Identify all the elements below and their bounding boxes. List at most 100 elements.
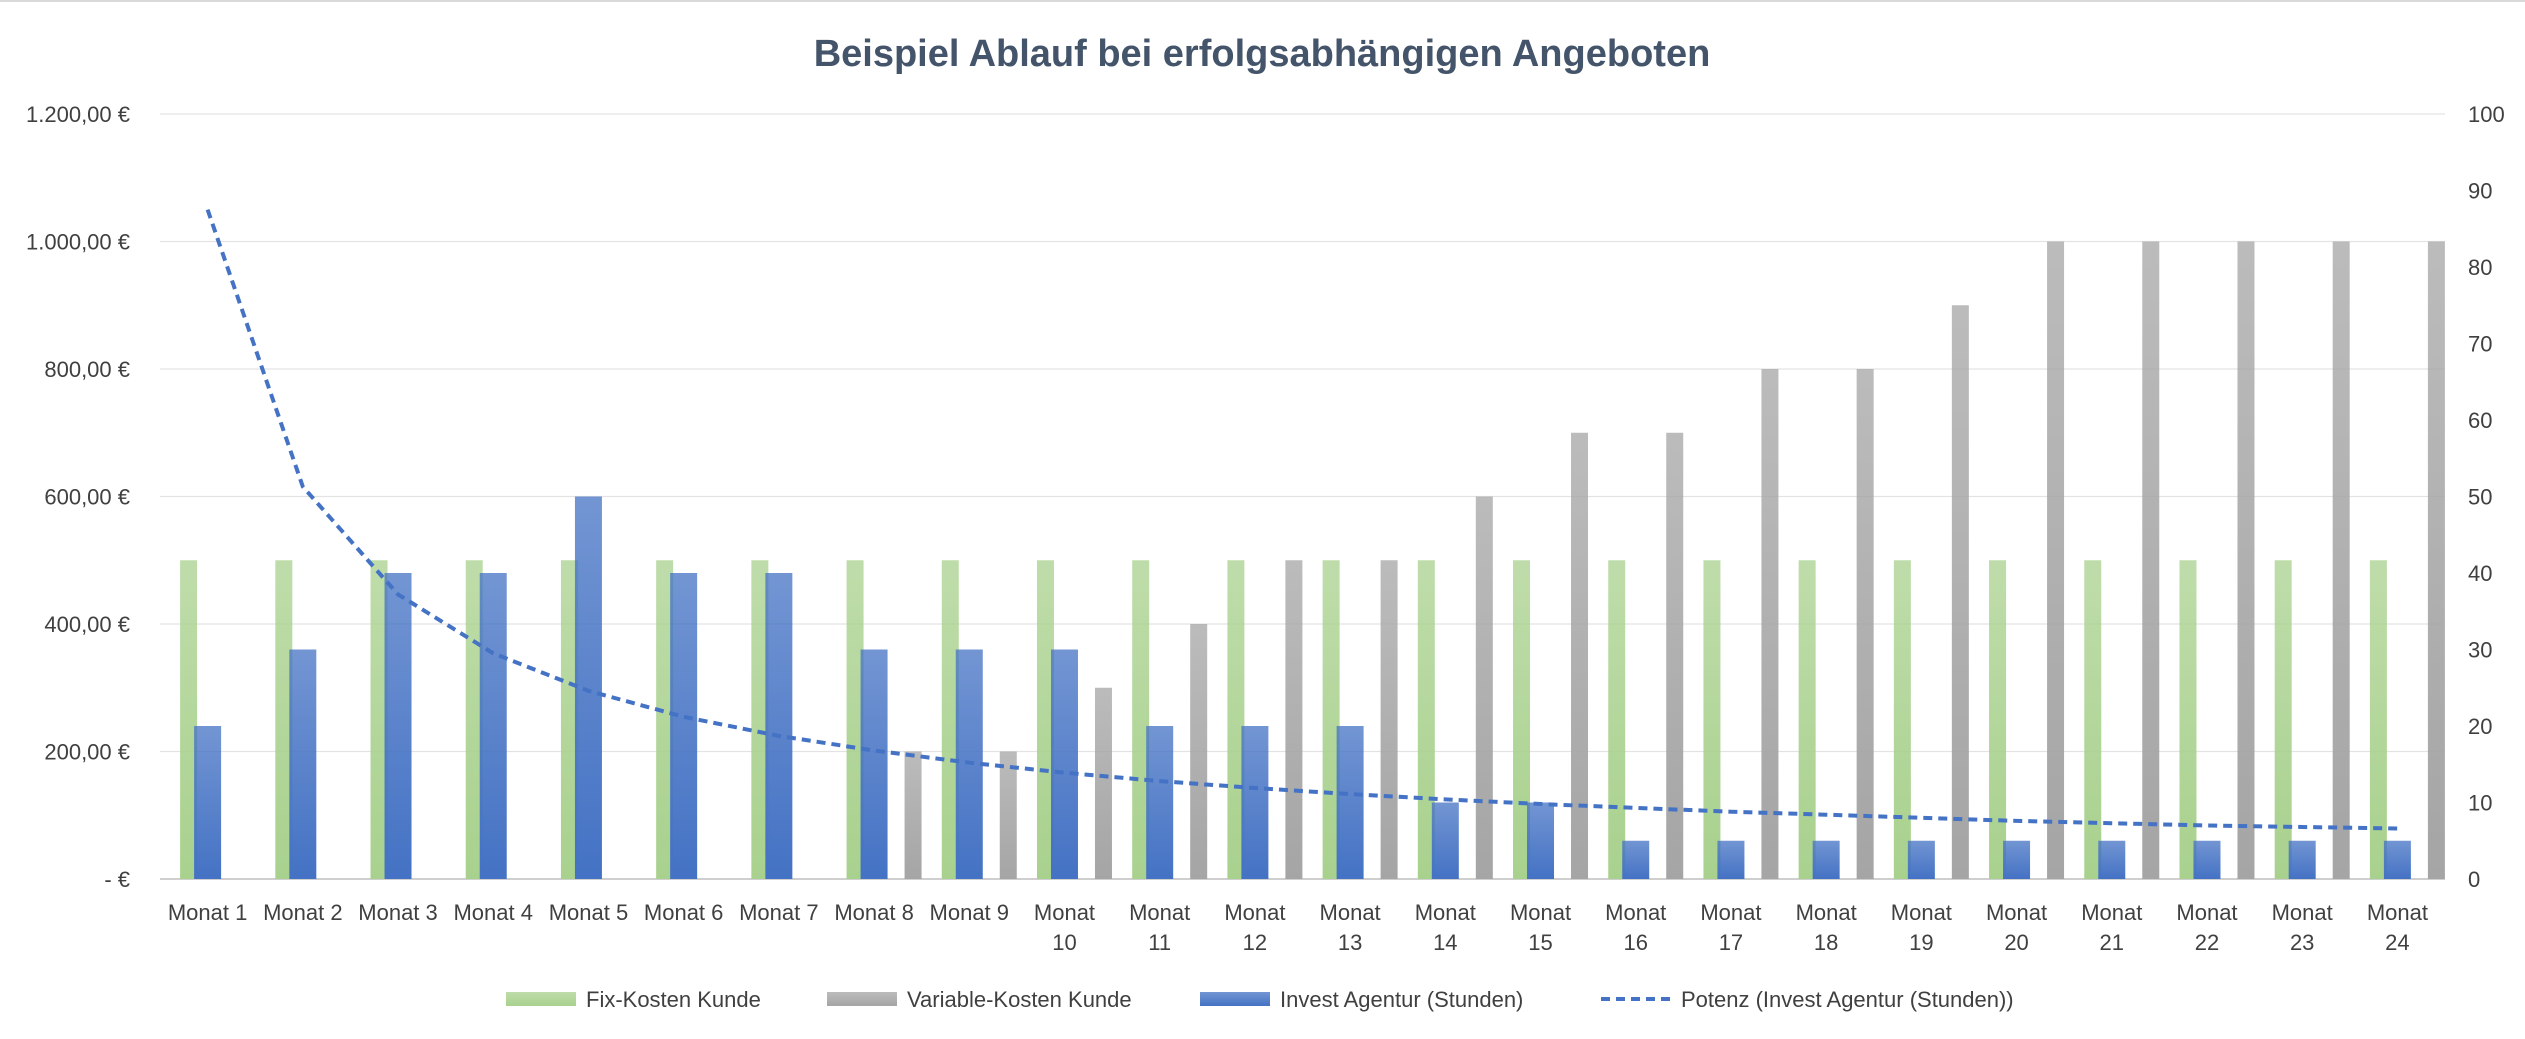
bar-invest-agentur xyxy=(1527,802,1555,879)
bar-fix-kosten xyxy=(560,560,578,879)
x-tick-label-line: 19 xyxy=(1909,930,1933,955)
bar-fix-kosten xyxy=(751,560,769,879)
x-tick-label: Monat 12 xyxy=(1224,900,1285,955)
bar-fix-kosten xyxy=(2369,560,2387,879)
bar-invest-agentur xyxy=(1146,726,1174,879)
x-tick-label-line: Monat xyxy=(2176,900,2237,925)
chart-title: Beispiel Ablauf bei erfolgsabhängigen An… xyxy=(814,33,1711,75)
bar-invest-agentur xyxy=(2098,840,2126,879)
x-tick-label-line: Monat xyxy=(1415,900,1476,925)
right-tick-label: 20 xyxy=(2468,714,2492,739)
x-tick-label-line: 22 xyxy=(2195,930,2219,955)
x-tick-label-line: Monat xyxy=(1129,900,1190,925)
x-tick-label-line: 16 xyxy=(1623,930,1647,955)
x-tick-label-line: 15 xyxy=(1528,930,1552,955)
x-tick-label-line: Monat 2 xyxy=(263,900,343,925)
left-tick-label: 400,00 € xyxy=(44,612,130,637)
x-tick-label-line: Monat xyxy=(1700,900,1761,925)
left-tick-label: - € xyxy=(104,867,130,892)
bar-variable-kosten xyxy=(2047,241,2065,879)
x-tick-label-line: Monat 5 xyxy=(549,900,629,925)
trendline xyxy=(205,208,2398,831)
bar-variable-kosten xyxy=(1380,560,1398,879)
x-tick-label: Monat 9 xyxy=(930,900,1010,925)
x-tick-label-line: Monat xyxy=(1510,900,1571,925)
x-tick-label: Monat 23 xyxy=(2272,900,2333,955)
x-tick-label: Monat 18 xyxy=(1796,900,1857,955)
x-axis-labels: Monat 1 Monat 2 Monat 3 Monat 4 Monat 5 Monat… xyxy=(168,900,2428,955)
x-tick-label: Monat 3 xyxy=(358,900,438,925)
left-tick-label: 800,00 € xyxy=(44,357,130,382)
x-tick-label: Monat 17 xyxy=(1700,900,1761,955)
legend-item: Variable-Kosten Kunde xyxy=(827,987,1132,1012)
x-tick-label-line: Monat 4 xyxy=(453,900,533,925)
left-tick-label: 1.200,00 € xyxy=(26,102,130,127)
right-tick-label: 100 xyxy=(2468,102,2505,127)
bar-fix-kosten xyxy=(465,560,483,879)
bar-fix-kosten xyxy=(1227,560,1245,879)
bar-fix-kosten xyxy=(846,560,864,879)
x-tick-label: Monat 5 xyxy=(549,900,629,925)
bar-invest-agentur xyxy=(1907,840,1935,879)
x-tick-label: Monat 13 xyxy=(1320,900,1381,955)
bar-invest-agentur xyxy=(2003,840,2031,879)
bar-variable-kosten xyxy=(1856,369,1874,879)
x-tick-label-line: Monat xyxy=(1605,900,1666,925)
legend-swatch xyxy=(827,992,897,1006)
x-tick-label-line: Monat xyxy=(2081,900,2142,925)
bar-invest-agentur xyxy=(384,573,412,879)
x-tick-label-line: Monat xyxy=(2272,900,2333,925)
bar-fix-kosten xyxy=(656,560,674,879)
legend-label: Potenz (Invest Agentur (Stunden)) xyxy=(1681,987,2014,1012)
bar-fix-kosten xyxy=(275,560,293,879)
x-tick-label-line: 18 xyxy=(1814,930,1838,955)
right-tick-label: 80 xyxy=(2468,255,2492,280)
legend-swatch xyxy=(506,992,576,1006)
bar-fix-kosten xyxy=(1608,560,1626,879)
x-tick-label-line: 20 xyxy=(2004,930,2028,955)
legend-item: Fix-Kosten Kunde xyxy=(506,987,761,1012)
x-tick-label: Monat 22 xyxy=(2176,900,2237,955)
x-tick-label-line: Monat xyxy=(1891,900,1952,925)
bar-fix-kosten xyxy=(1989,560,2007,879)
bar-fix-kosten xyxy=(941,560,959,879)
x-tick-label-line: Monat 1 xyxy=(168,900,248,925)
bar-variable-kosten xyxy=(1666,432,1684,879)
bar-variable-kosten xyxy=(2237,241,2255,879)
x-tick-label: Monat 24 xyxy=(2367,900,2428,955)
bar-variable-kosten xyxy=(2427,241,2445,879)
bar-fix-kosten xyxy=(180,560,198,879)
x-tick-label-line: Monat 9 xyxy=(930,900,1010,925)
x-tick-label-line: Monat xyxy=(1224,900,1285,925)
x-tick-label-line: Monat 6 xyxy=(644,900,724,925)
right-tick-label: 0 xyxy=(2468,867,2480,892)
x-tick-label: Monat 21 xyxy=(2081,900,2142,955)
bar-variable-kosten xyxy=(1571,432,1589,879)
bar-invest-agentur xyxy=(765,573,793,879)
legend-item: Potenz (Invest Agentur (Stunden)) xyxy=(1601,987,2014,1012)
bar-invest-agentur xyxy=(574,496,602,879)
x-tick-label-line: 21 xyxy=(2100,930,2124,955)
bar-invest-agentur xyxy=(1050,649,1078,879)
x-tick-label: Monat 2 xyxy=(263,900,343,925)
bar-invest-agentur xyxy=(1622,840,1650,879)
right-tick-label: 90 xyxy=(2468,179,2492,204)
right-tick-label: 10 xyxy=(2468,791,2492,816)
bar-invest-agentur xyxy=(860,649,888,879)
bar-variable-kosten xyxy=(904,751,922,879)
bar-invest-agentur xyxy=(479,573,507,879)
bar-fix-kosten xyxy=(1036,560,1054,879)
x-tick-label: Monat 10 xyxy=(1034,900,1095,955)
left-tick-label: 200,00 € xyxy=(44,740,130,765)
x-tick-label: Monat 16 xyxy=(1605,900,1666,955)
x-tick-label-line: Monat xyxy=(1034,900,1095,925)
bar-invest-agentur xyxy=(1336,726,1364,879)
legend-label: Invest Agentur (Stunden) xyxy=(1280,987,1523,1012)
bar-fix-kosten xyxy=(2179,560,2197,879)
bar-fix-kosten xyxy=(1322,560,1340,879)
x-tick-label: Monat 20 xyxy=(1986,900,2047,955)
bar-invest-agentur xyxy=(289,649,317,879)
x-tick-label-line: Monat 7 xyxy=(739,900,819,925)
